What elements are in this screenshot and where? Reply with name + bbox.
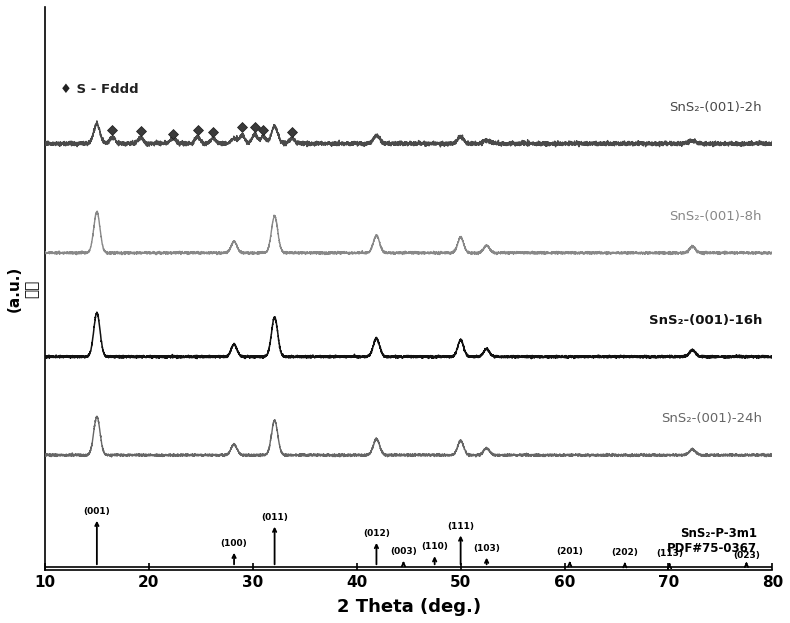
Text: PDF#75-0367: PDF#75-0367 — [667, 541, 757, 554]
Text: (103): (103) — [473, 544, 500, 553]
Text: (111): (111) — [447, 521, 474, 531]
Text: SnS₂-(001)-8h: SnS₂-(001)-8h — [670, 210, 762, 223]
Text: (100): (100) — [220, 539, 247, 548]
Text: SnS₂-P-3m1: SnS₂-P-3m1 — [680, 526, 757, 540]
Text: (113): (113) — [656, 549, 683, 558]
Text: SnS₂-(001)-24h: SnS₂-(001)-24h — [661, 412, 762, 425]
Text: (202): (202) — [611, 548, 638, 557]
Text: SnS₂-(001)-2h: SnS₂-(001)-2h — [669, 100, 762, 113]
Text: (003): (003) — [390, 547, 417, 556]
Text: (001): (001) — [84, 506, 111, 516]
Text: (110): (110) — [421, 542, 448, 551]
Text: (023): (023) — [733, 551, 760, 559]
X-axis label: 2 Theta (deg.): 2 Theta (deg.) — [337, 598, 481, 616]
Text: ♦ S - Fddd: ♦ S - Fddd — [61, 83, 139, 97]
Text: (011): (011) — [261, 513, 288, 521]
Y-axis label: (a.u.)
强度: (a.u.) 强度 — [7, 265, 40, 312]
Text: SnS₂-(001)-16h: SnS₂-(001)-16h — [649, 313, 762, 326]
Text: (201): (201) — [556, 547, 583, 556]
Text: (012): (012) — [363, 529, 390, 538]
